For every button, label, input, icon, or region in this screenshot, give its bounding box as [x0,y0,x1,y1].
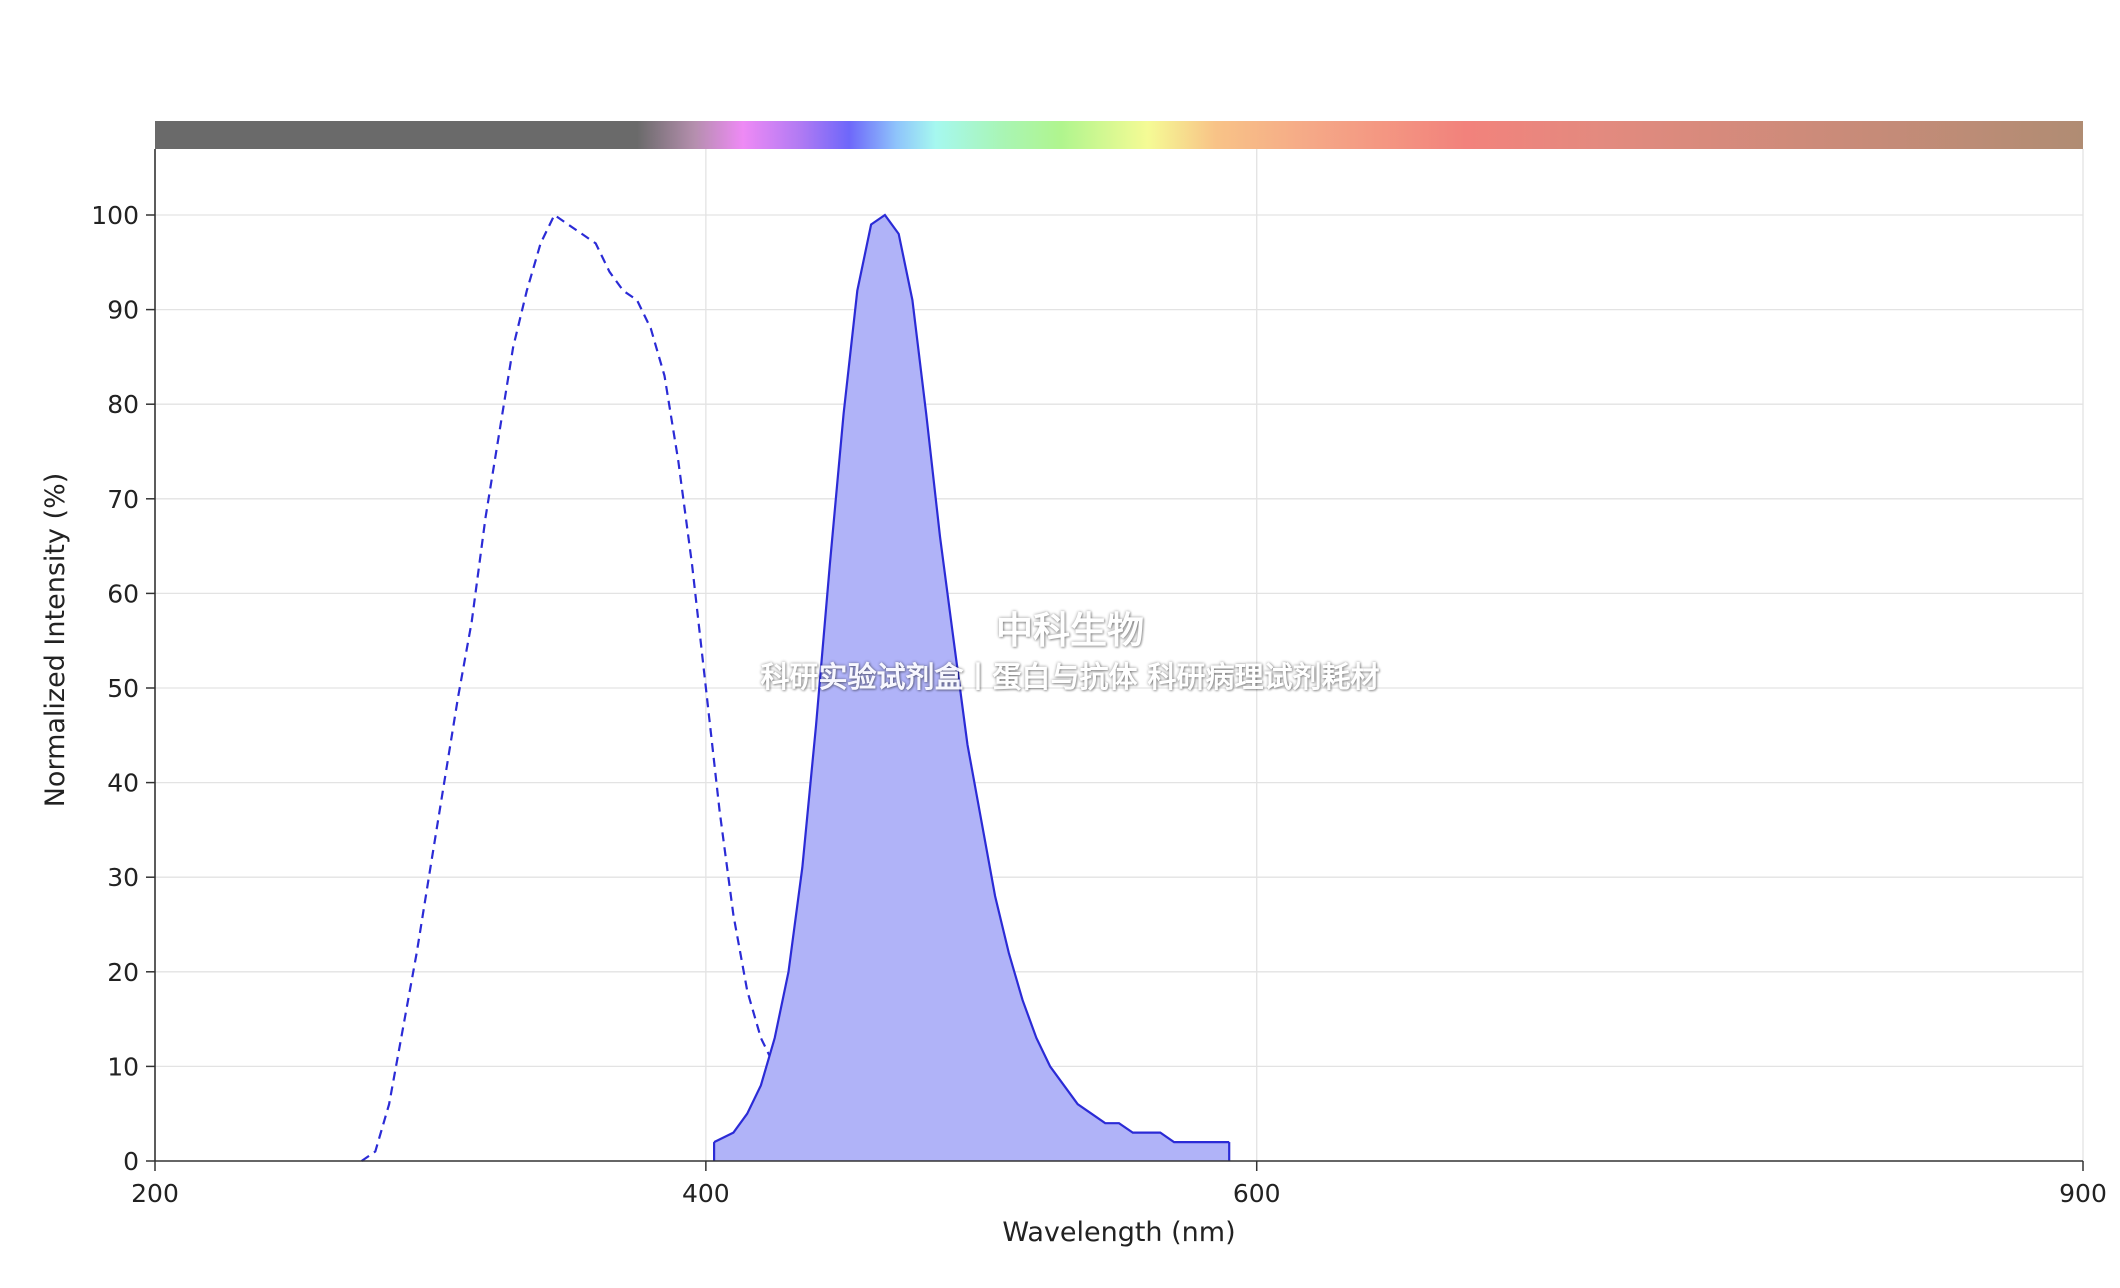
y-tick-label: 10 [107,1052,139,1081]
y-tick-label: 50 [107,674,139,703]
watermark-title: 中科生物 [996,609,1144,652]
emission-series-line [713,213,1230,1144]
y-tick-label: 70 [107,485,139,514]
y-tick-label: 20 [107,958,139,987]
x-tick-label: 400 [682,1179,730,1208]
axes: 0 10 20 30 40 50 60 70 80 90 100 200 400 600 900 [91,149,2107,1208]
x-tick-label: 900 [2059,1179,2107,1208]
y-tick-label: 100 [91,201,139,230]
grid [155,149,2084,1161]
y-tick-label: 40 [107,769,139,798]
x-tick-label: 600 [1233,1179,1281,1208]
x-tick-label: 200 [131,1179,179,1208]
emission-area-fill [714,215,1230,1161]
x-axis-title: Wavelength (nm) [1002,1217,1235,1248]
y-tick-label: 90 [107,296,139,325]
y-tick-label: 0 [123,1147,139,1176]
y-tick-label: 30 [107,863,139,892]
y-tick-label: 80 [107,390,139,419]
y-axis-title: Normalized Intensity (%) [40,473,71,808]
series-group [360,213,1231,1162]
watermark-subtitle: 科研实验试剂盒丨蛋白与抗体 科研病理试剂耗材 [760,660,1380,694]
y-tick-label: 60 [107,579,139,608]
spectrum-color-bar [155,121,2083,149]
